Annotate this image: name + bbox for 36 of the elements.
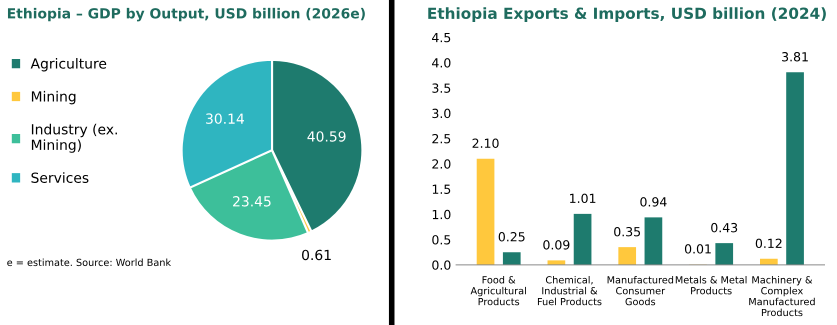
data-label: 30.14 [206,113,244,124]
x-tick-label: Machinery & Complex Manufactured Products [749,276,815,316]
data-label: 40.59 [307,131,346,142]
y-tick-label: 4.0 [432,58,450,68]
y-tick-label: 0.5 [432,235,450,245]
data-label: 0.09 [543,240,570,250]
chart-title: Ethiopia Exports & Imports, USD billion (2024) [428,7,826,22]
legend-label: Mining [32,90,76,104]
y-tick-label: 2.0 [432,159,450,169]
data-label: 23.45 [233,196,271,207]
chart-title: Ethiopia – GDP by Output, USD billion (2026e) [8,8,365,22]
y-tick-label: 1.0 [432,210,450,220]
data-label: 3.81 [782,52,808,62]
y-tick-label: 2.5 [432,134,450,144]
data-label: 0.12 [756,238,782,248]
legend-label: Industry (ex. Mining) [32,124,117,153]
legend-label: Services [31,172,88,183]
data-label: 0.94 [640,197,667,207]
data-label: 0.61 [302,250,331,260]
data-label: 2.10 [472,138,499,148]
y-tick-label: 4.5 [432,33,450,42]
y-tick-label: 3.0 [432,108,450,118]
x-tick-label: Food & Agricultural Products [470,276,526,306]
y-tick-label: 0.0 [432,260,450,270]
data-label: 0.43 [711,222,738,232]
y-tick-label: 1.5 [432,184,450,194]
y-tick-label: 3.5 [432,83,450,93]
x-tick-label: Chemical, Industrial & Fuel Products [538,276,602,306]
data-label: 1.01 [570,194,596,204]
x-tick-label: Manufactured Consumer Goods [608,276,674,306]
x-tick-label: Metals & Metal Products [676,276,746,294]
data-label: 0.35 [614,226,640,236]
data-label: 0.01 [684,244,711,254]
legend-label: Agriculture [30,58,106,72]
data-label: 0.25 [498,232,525,242]
text: e = estimate. Source: World Bank [7,258,172,266]
